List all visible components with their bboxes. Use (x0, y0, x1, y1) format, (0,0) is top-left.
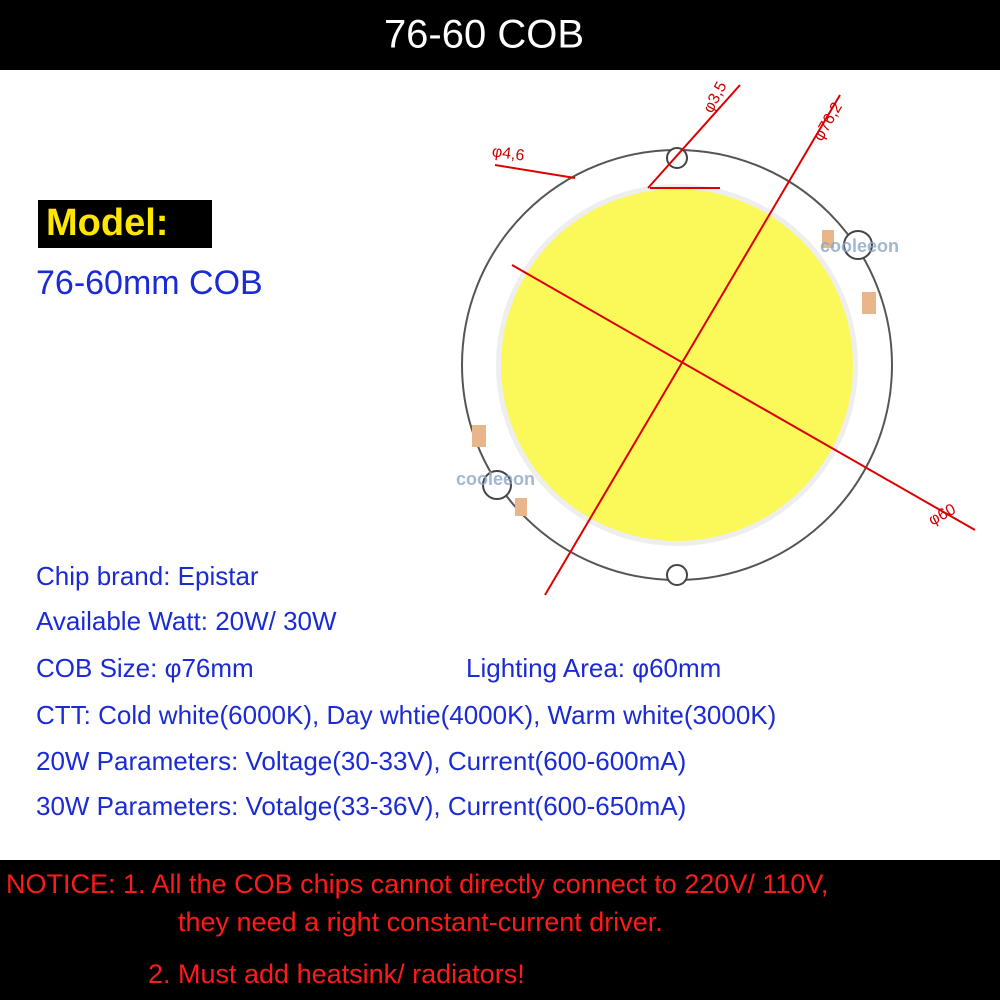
notch (843, 230, 873, 260)
dim-line (511, 264, 976, 531)
led-area (501, 189, 853, 541)
dim-line (544, 94, 841, 596)
dim-label: φ3,5 (700, 79, 730, 116)
notch (482, 470, 512, 500)
hole (666, 147, 688, 169)
notice-line: they need a right constant-current drive… (178, 907, 663, 937)
watermark: cooleeon (456, 469, 535, 489)
dim-line (494, 164, 576, 179)
spec-line: Chip brand: Epistar (36, 561, 259, 591)
model-value: 76-60mm COB (36, 264, 263, 302)
header-bar (0, 0, 1000, 70)
notice-line: 2. Must add heatsink/ radiators! (148, 959, 525, 989)
dim-label: φ76,2 (810, 100, 846, 145)
model-box (38, 200, 212, 248)
pad (472, 425, 486, 447)
cob-diagram: cooleeon cooleeon φ3,5 φ76,2 φ4,6 φ60 (456, 79, 976, 596)
notice-bar (0, 860, 1000, 1000)
pad (515, 498, 527, 516)
watermark: cooleeon (820, 236, 899, 256)
hole (666, 564, 688, 586)
spec-line: 30W Parameters: Votalge(33-36V), Current… (36, 791, 686, 821)
spec-line: Available Watt: 20W/ 30W (36, 606, 337, 636)
spec-line: CTT: Cold white(6000K), Day whtie(4000K)… (36, 700, 776, 730)
spec-line: Lighting Area: φ60mm (466, 653, 721, 683)
notice-line: NOTICE: 1. All the COB chips cannot dire… (6, 869, 828, 899)
spec-line: COB Size: φ76mm (36, 653, 254, 683)
pad (822, 230, 834, 248)
title: 76-60 COB (384, 13, 584, 57)
dim-label: φ4,6 (491, 143, 526, 164)
dim-line (647, 84, 741, 189)
spec-line: 20W Parameters: Voltage(30-33V), Current… (36, 746, 686, 776)
model-label: Model: (46, 202, 168, 244)
pad (862, 292, 876, 314)
